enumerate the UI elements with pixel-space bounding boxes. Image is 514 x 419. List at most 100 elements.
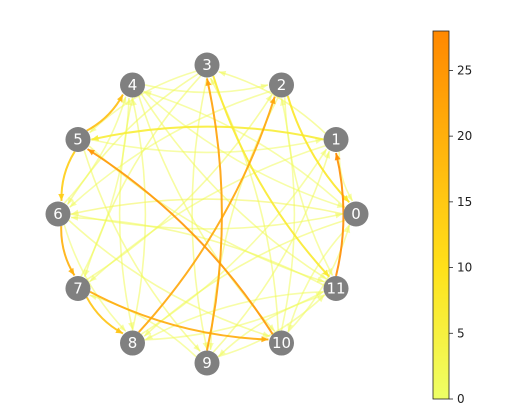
edge-arrowhead xyxy=(320,149,327,157)
edge-9-to-7 xyxy=(89,294,197,358)
edge-6-to-10 xyxy=(68,219,271,338)
edge-arrowhead xyxy=(326,267,333,276)
node-circle xyxy=(269,330,294,356)
edge-line xyxy=(71,198,344,215)
edge-arrowhead xyxy=(322,269,330,277)
edge-4-to-10 xyxy=(137,95,276,332)
edge-arrowhead xyxy=(145,333,154,340)
edge-5-to-11 xyxy=(88,145,325,283)
node-circle xyxy=(45,201,71,227)
edge-1-to-3 xyxy=(218,70,326,134)
edge-1-to-5 xyxy=(91,125,324,141)
edge-arrowhead xyxy=(207,342,214,350)
edge-4-to-11 xyxy=(140,93,327,280)
node-circle xyxy=(343,201,369,227)
node-7: 7 xyxy=(65,276,91,301)
edge-arrowhead xyxy=(87,149,96,156)
edge-arrowhead xyxy=(318,272,327,279)
edge-line xyxy=(283,97,334,276)
edge-0-to-8 xyxy=(143,219,346,337)
colorbar-tick-label: 10 xyxy=(457,261,472,275)
edge-line xyxy=(142,90,345,209)
edge-line xyxy=(212,75,331,278)
edge-0-to-10 xyxy=(287,224,351,332)
edge-arrowhead xyxy=(71,209,79,216)
edge-arrowhead xyxy=(193,344,201,352)
node-circle xyxy=(65,276,91,301)
node-4: 4 xyxy=(120,72,145,98)
edge-11-to-8 xyxy=(145,290,324,341)
edge-10-to-5 xyxy=(86,148,274,335)
node-label: 3 xyxy=(202,56,212,74)
edge-7-to-2 xyxy=(86,94,273,281)
edge-arrowhead xyxy=(316,276,325,283)
colorbar-gradient xyxy=(432,30,450,400)
edge-line xyxy=(218,293,326,357)
node-6: 6 xyxy=(45,201,71,227)
node-8: 8 xyxy=(120,330,145,356)
edge-arrowhead xyxy=(205,78,212,86)
node-label: 8 xyxy=(128,334,138,352)
edge-arrowhead xyxy=(218,70,227,77)
edge-line xyxy=(335,152,345,277)
edge-9-to-1 xyxy=(212,150,331,353)
edge-line xyxy=(89,294,197,358)
node-9: 9 xyxy=(194,350,220,376)
edge-line xyxy=(191,77,208,350)
node-11: 11 xyxy=(323,276,349,301)
edge-arrowhead xyxy=(68,267,75,276)
edge-2-to-6 xyxy=(69,90,271,208)
edge-arrowhead xyxy=(267,324,275,332)
colorbar-tick-label: 5 xyxy=(457,326,465,340)
edge-arrowhead xyxy=(210,78,217,86)
edge-line xyxy=(280,98,296,331)
node-circle xyxy=(194,52,220,78)
node-label: 5 xyxy=(73,131,83,149)
node-label: 1 xyxy=(331,131,341,149)
node-circle xyxy=(323,276,349,301)
node-circle xyxy=(120,72,145,98)
edge-0-to-6 xyxy=(71,198,344,216)
edge-arrowhead xyxy=(89,274,97,282)
edge-arrowhead xyxy=(131,98,137,106)
edge-line xyxy=(212,150,331,353)
edge-arrowhead xyxy=(315,291,323,298)
edge-arrowhead xyxy=(342,195,350,203)
edge-1-to-0 xyxy=(338,151,354,202)
edge-line xyxy=(86,148,274,335)
edge-line xyxy=(63,224,127,332)
edge-arrowhead xyxy=(262,331,270,338)
edge-line xyxy=(90,138,323,154)
edge-line xyxy=(287,225,351,333)
node-circle xyxy=(194,350,220,376)
edge-line xyxy=(118,97,134,330)
edge-arrowhead xyxy=(317,295,325,303)
edges xyxy=(58,70,354,358)
edge-line xyxy=(86,94,273,281)
edge-arrowhead xyxy=(117,94,123,103)
node-0: 0 xyxy=(343,201,369,227)
edge-3-to-7 xyxy=(83,75,202,278)
edge-6-to-7 xyxy=(60,226,76,276)
edge-line xyxy=(206,78,223,351)
edge-line xyxy=(85,296,124,335)
edge-line xyxy=(88,145,325,283)
edge-line xyxy=(83,150,201,352)
edge-arrowhead xyxy=(287,323,294,332)
edge-line xyxy=(143,90,346,209)
node-5: 5 xyxy=(65,127,91,152)
node-label: 11 xyxy=(326,280,345,298)
node-label: 10 xyxy=(272,334,291,352)
edge-8-to-4 xyxy=(131,98,147,331)
node-circle xyxy=(323,127,349,152)
edge-5-to-6 xyxy=(58,151,76,201)
edge-9-to-11 xyxy=(217,294,325,358)
edge-line xyxy=(91,125,324,141)
node-label: 2 xyxy=(277,76,287,94)
node-circle xyxy=(65,127,91,152)
edge-7-to-10 xyxy=(89,290,269,343)
edge-line xyxy=(145,290,324,341)
node-label: 6 xyxy=(53,205,63,223)
edge-arrowhead xyxy=(218,349,226,357)
